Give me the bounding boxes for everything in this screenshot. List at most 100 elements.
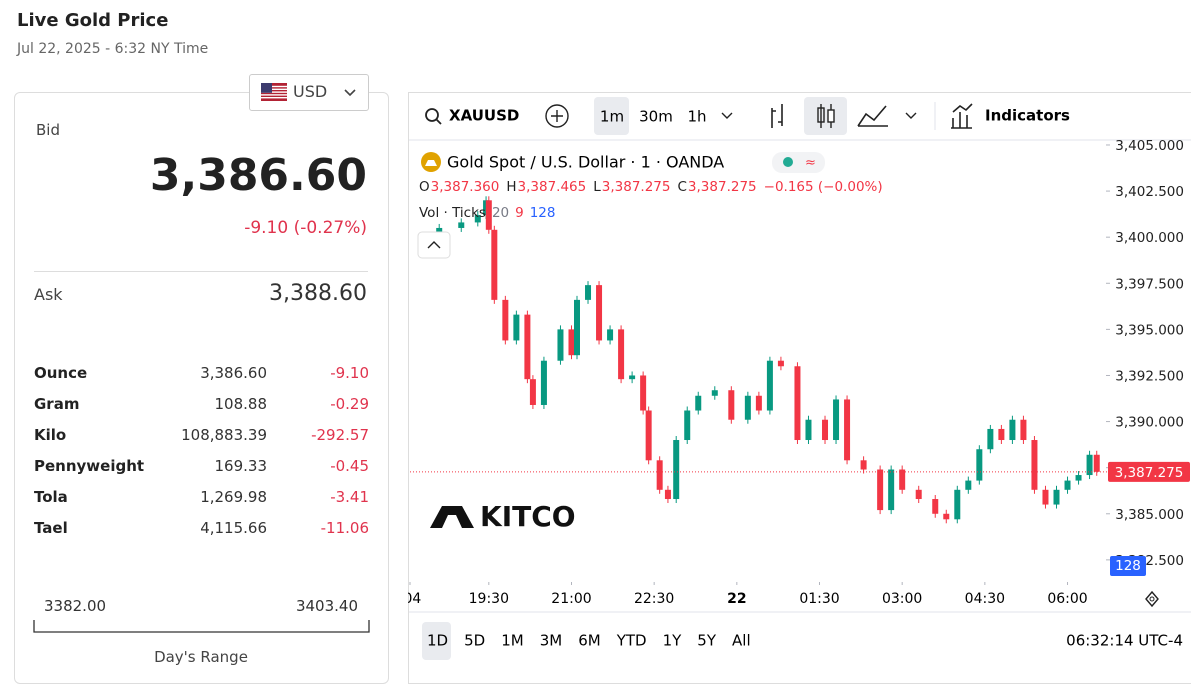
candle-body: [777, 360, 784, 367]
bid-price: 3,386.60: [149, 150, 367, 201]
candle-body: [794, 366, 801, 441]
candle-body: [640, 375, 647, 411]
interval[interactable]: 1h: [687, 108, 706, 126]
y-tick-label: 3,405.000: [1115, 138, 1184, 154]
x-tick-label: 22: [727, 591, 746, 607]
range-label: Day's Range: [154, 648, 248, 666]
candle-body: [888, 469, 895, 511]
toolbar: XAUUSD Indicators: [409, 97, 1191, 141]
indicators[interactable]: Indicators: [985, 107, 1070, 125]
interval[interactable]: 1m: [600, 108, 624, 126]
ask-label: Ask: [34, 285, 63, 304]
candle-body: [656, 460, 663, 490]
ohlc: O 3,387.360 H 3,387.465 L 3,387.275 C 3,387.275…: [419, 179, 883, 195]
candle-body: [943, 513, 950, 520]
currency-select[interactable]: USD: [249, 74, 369, 111]
candle-body: [502, 299, 509, 341]
unit-price: 108.88: [214, 395, 268, 413]
range-button[interactable]: 3M: [540, 632, 563, 650]
search-icon[interactable]: [425, 108, 439, 122]
ohlc-value: 3,387.465: [518, 179, 587, 195]
chart: XAUUSD Indicators Gold Spot / U.S. Dolla…: [408, 97, 1191, 660]
candle-body: [557, 329, 564, 361]
candle-body: [744, 395, 751, 420]
ohlc-value: 3,387.360: [431, 179, 500, 195]
candle-body: [629, 375, 636, 380]
watermark: KITCO: [430, 500, 576, 533]
y-tick-label: 3,397.500: [1115, 276, 1184, 292]
candle-body: [755, 395, 762, 411]
candle-body: [899, 469, 906, 490]
last-price-label: 3,387.275: [1115, 465, 1184, 481]
subtitle: Jul 22, 2025 - 6:32 NY Time: [17, 41, 209, 57]
unit-price: 108,883.39: [181, 426, 267, 444]
range-button[interactable]: 1D: [427, 632, 448, 650]
candle-body: [1086, 454, 1093, 476]
y-tick-label: 3,402.500: [1115, 184, 1184, 200]
unit-change: -0.45: [330, 457, 369, 475]
candle-body: [673, 440, 680, 500]
volume-legend: Vol · Ticks 20 9 128: [419, 205, 556, 221]
range-button[interactable]: All: [732, 632, 751, 650]
candle-body: [645, 410, 652, 461]
candle-body: [877, 469, 884, 511]
candle-body: [976, 449, 983, 481]
collapse-button[interactable]: [417, 231, 451, 259]
interval[interactable]: 30m: [639, 108, 673, 126]
range-button[interactable]: 1Y: [663, 632, 683, 650]
volume-legend-item: Vol · Ticks: [419, 205, 486, 221]
volume-badge: 128: [1115, 558, 1141, 574]
unit-change: -9.10: [330, 364, 369, 382]
ohlc-key: H: [506, 179, 516, 195]
candle-body: [1020, 419, 1027, 441]
page: Live Gold Price Jul 22, 2025 - 6:32 NY T…: [14, 10, 1191, 684]
volume-legend-item: 20: [492, 205, 509, 221]
y-tick-label: 3,390.000: [1115, 415, 1184, 431]
settings-icon[interactable]: [1145, 590, 1159, 608]
candle-body: [711, 390, 718, 396]
candle-icon-bg: [804, 97, 847, 135]
x-tick-label: 01:30: [799, 591, 839, 607]
unit-price: 1,269.98: [200, 488, 267, 506]
unit-change: -3.41: [330, 488, 369, 506]
active-interval-bg: [594, 97, 629, 135]
range-bar: [33, 620, 370, 633]
candle-body: [954, 489, 961, 520]
candle-body: [766, 360, 773, 411]
candle-body: [915, 489, 922, 500]
candle-body: [1093, 454, 1100, 472]
range-low: 3382.00: [44, 597, 107, 615]
ohlc-value: 3,387.275: [688, 179, 757, 195]
candle-body: [844, 399, 851, 461]
add-symbol[interactable]: [545, 104, 569, 128]
candle-body: [568, 329, 575, 356]
symbol[interactable]: XAUUSD: [449, 107, 519, 125]
status: ≈: [805, 156, 816, 171]
area-icon[interactable]: [857, 105, 888, 127]
range-button[interactable]: YTD: [616, 632, 647, 650]
ohlc-key: O: [419, 179, 430, 195]
unit-price: 4,115.66: [200, 519, 267, 537]
ohlc-change: −0.165 (−0.00%): [764, 179, 883, 195]
range-button[interactable]: 1M: [501, 632, 524, 650]
candle-body: [1075, 475, 1082, 481]
unit-name: Tola: [34, 488, 68, 506]
ohlc-value: 3,387.275: [602, 179, 671, 195]
candle-body: [607, 329, 614, 341]
candle-body: [684, 410, 691, 441]
bars-icon[interactable]: [771, 104, 783, 128]
candle-body: [596, 285, 603, 341]
candle-body: [860, 460, 867, 470]
candle-body: [728, 390, 735, 420]
candle-body: [458, 222, 465, 228]
range-button[interactable]: 6M: [578, 632, 601, 650]
x-tick-label: :04: [408, 591, 421, 607]
indicators-icon[interactable]: [951, 103, 973, 129]
unit-name: Ounce: [34, 364, 88, 382]
candle-body: [491, 229, 498, 300]
candle-body: [987, 428, 994, 450]
candle-body: [833, 399, 840, 441]
unit-name: Pennyweight: [34, 457, 145, 475]
range-button[interactable]: 5D: [464, 632, 485, 650]
range-button[interactable]: 5Y: [697, 632, 717, 650]
